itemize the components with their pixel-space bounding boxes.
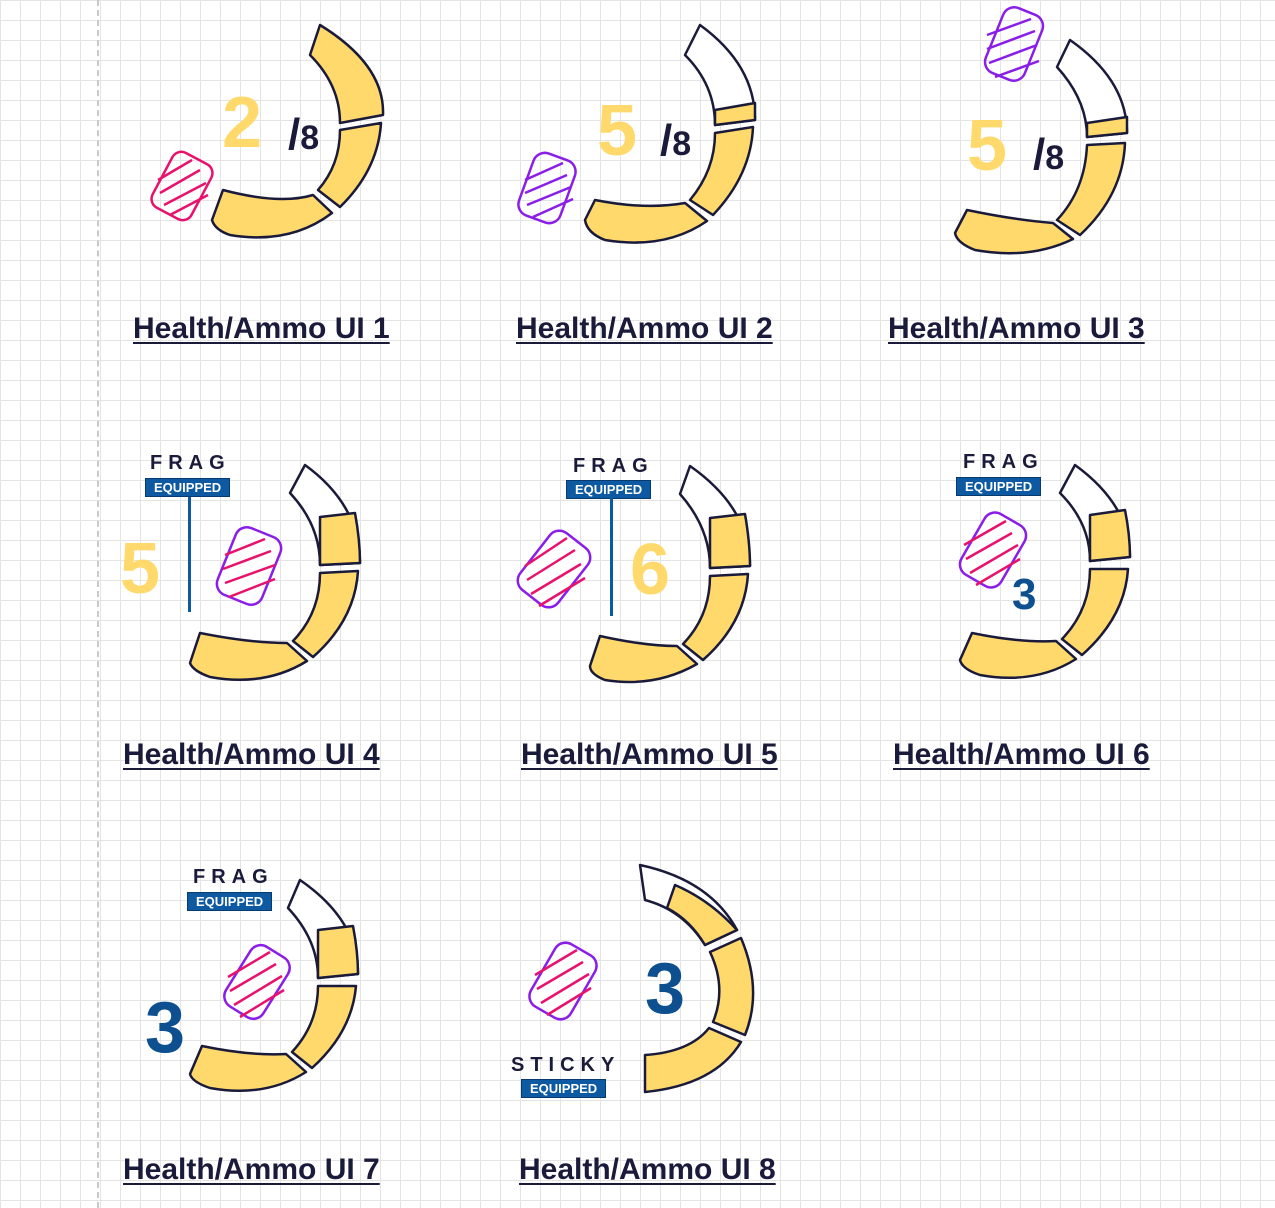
health-ring bbox=[210, 23, 385, 239]
health-segment-filled bbox=[643, 1026, 743, 1094]
health-ring-graphic bbox=[528, 863, 755, 1094]
ammo-count: 5 bbox=[597, 91, 638, 171]
divider-line bbox=[610, 498, 613, 616]
purple-grenade-icon bbox=[983, 6, 1045, 82]
health-ring-graphic bbox=[188, 878, 360, 1093]
frag-grenade-icon bbox=[215, 526, 283, 606]
slash: / bbox=[288, 110, 301, 159]
weapon-name: STICKY bbox=[511, 1054, 621, 1076]
frag-grenade-icon bbox=[516, 529, 592, 609]
health-segment-filled bbox=[316, 121, 383, 209]
caption-8: Health/Ammo UI 8 bbox=[519, 1153, 776, 1186]
weapon-name: FRAG bbox=[963, 451, 1044, 473]
health-ring-graphic bbox=[517, 23, 757, 244]
health-ring bbox=[638, 863, 755, 1094]
ammo-count: 2 bbox=[222, 83, 263, 163]
health-segment-filled bbox=[308, 23, 385, 125]
ammo-total: /8 bbox=[1033, 133, 1064, 177]
health-segment-filled bbox=[188, 1044, 308, 1093]
mockup-8: 3 STICKY EQUIPPED bbox=[505, 860, 765, 1100]
ammo-total-value: 8 bbox=[300, 119, 320, 157]
mockup-5: FRAG EQUIPPED 6 bbox=[515, 448, 775, 688]
caption-1: Health/Ammo UI 1 bbox=[133, 312, 390, 345]
health-segment-filled bbox=[1060, 567, 1130, 657]
ammo-count: 6 bbox=[630, 530, 671, 610]
ammo-count: 3 bbox=[1012, 570, 1037, 619]
equipped-badge: EQUIPPED bbox=[145, 478, 231, 497]
ammo-total: /8 bbox=[288, 113, 319, 157]
equipped-badge: EQUIPPED bbox=[956, 477, 1042, 496]
health-segment-filled bbox=[188, 631, 309, 682]
mockup-3: 5 /8 bbox=[945, 5, 1205, 265]
health-ring bbox=[958, 463, 1132, 680]
equipped-badge: EQUIPPED bbox=[521, 1079, 607, 1098]
health-ring-graphic bbox=[150, 23, 385, 239]
health-segment-filled bbox=[958, 631, 1078, 680]
health-ring bbox=[953, 38, 1129, 255]
mockup-4: FRAG EQUIPPED 5 bbox=[115, 445, 375, 685]
caption-2: Health/Ammo UI 2 bbox=[516, 312, 773, 345]
ammo-count: 5 bbox=[120, 529, 161, 609]
health-segment-filled bbox=[708, 936, 755, 1037]
health-segment-filled bbox=[1055, 141, 1127, 237]
frag-grenade-icon bbox=[223, 943, 291, 1021]
health-ring-graphic bbox=[953, 6, 1129, 255]
health-segment-filled bbox=[210, 188, 334, 239]
health-segment-filled bbox=[291, 569, 360, 659]
health-segment-filled bbox=[290, 984, 358, 1070]
health-segment-filled bbox=[688, 125, 755, 217]
ammo-count: 5 bbox=[967, 106, 1008, 186]
caption-4: Health/Ammo UI 4 bbox=[123, 738, 380, 771]
health-ring-graphic bbox=[958, 463, 1132, 680]
frag-grenade-icon bbox=[958, 511, 1028, 589]
ammo-total: /8 bbox=[660, 119, 691, 163]
sticky-grenade-icon bbox=[528, 941, 598, 1021]
caption-3: Health/Ammo UI 3 bbox=[888, 312, 1145, 345]
page-guide-line bbox=[97, 0, 99, 1208]
slash: / bbox=[1033, 130, 1046, 179]
equipped-badge: EQUIPPED bbox=[566, 480, 652, 499]
ammo-total-value: 8 bbox=[1045, 139, 1065, 177]
weapon-name: FRAG bbox=[150, 452, 231, 474]
ammo-count: 3 bbox=[145, 988, 186, 1068]
health-segment-filled bbox=[953, 208, 1075, 255]
health-ring bbox=[588, 464, 752, 684]
ammo-total-value: 8 bbox=[672, 125, 692, 163]
health-ring-graphic bbox=[188, 463, 362, 682]
caption-7: Health/Ammo UI 7 bbox=[123, 1153, 380, 1186]
equipped-badge: EQUIPPED bbox=[187, 892, 273, 911]
ammo-count: 3 bbox=[645, 949, 686, 1029]
health-segment-filled bbox=[588, 634, 699, 684]
divider-line bbox=[188, 497, 191, 612]
mockup-6: FRAG EQUIPPED 3 bbox=[950, 445, 1210, 685]
weapon-name: FRAG bbox=[573, 455, 654, 477]
health-ring bbox=[583, 23, 757, 244]
caption-5: Health/Ammo UI 5 bbox=[521, 738, 778, 771]
weapon-name: FRAG bbox=[193, 866, 274, 888]
slash: / bbox=[660, 116, 673, 165]
mockup-2: 5 /8 bbox=[515, 15, 775, 255]
health-segment-filled bbox=[681, 572, 750, 662]
health-ring-graphic bbox=[516, 464, 752, 684]
health-ring bbox=[188, 463, 362, 682]
health-ring bbox=[188, 878, 360, 1093]
pink-grenade-icon bbox=[150, 150, 214, 222]
mockup-7: FRAG EQUIPPED 3 bbox=[140, 862, 380, 1102]
caption-6: Health/Ammo UI 6 bbox=[893, 738, 1150, 771]
purple-grenade-icon bbox=[517, 151, 577, 225]
mockup-1: 2 /8 bbox=[140, 15, 400, 255]
health-segment-filled bbox=[583, 198, 709, 244]
